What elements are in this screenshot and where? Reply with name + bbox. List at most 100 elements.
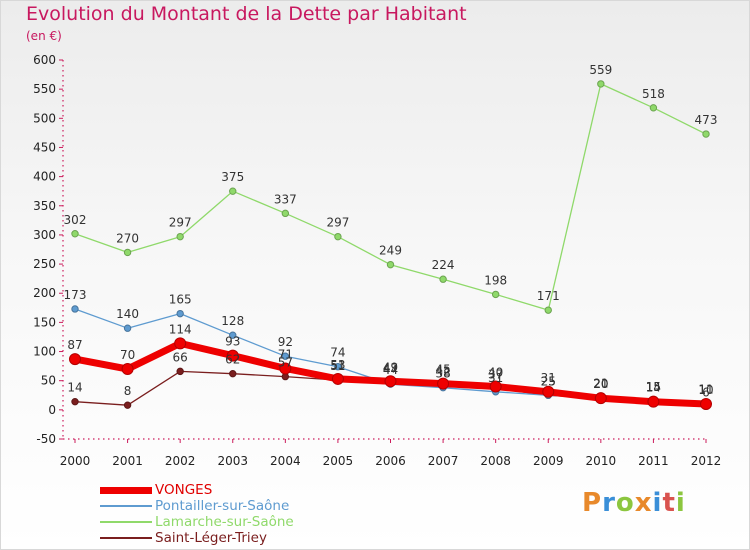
- data-label-pontailler-sur-saone: 31: [488, 371, 503, 385]
- data-label-pontailler-sur-saone: 21: [593, 377, 608, 391]
- data-label-saint-leger-triey: 25: [541, 374, 556, 388]
- data-point-vonges: [647, 395, 660, 408]
- data-label-pontailler-sur-saone: 74: [330, 346, 345, 360]
- data-label-saint-leger-triey: 42: [435, 364, 450, 378]
- chart-title: Evolution du Montant de la Dette par Hab…: [26, 3, 467, 25]
- data-point-lamarche-sur-saone: [123, 248, 132, 257]
- y-tick-label: 600: [33, 53, 56, 67]
- data-label-pontailler-sur-saone: 44: [383, 363, 398, 377]
- data-label-saint-leger-triey: 11: [698, 382, 713, 396]
- data-label-lamarche-sur-saone: 473: [695, 113, 718, 127]
- legend-swatch: [100, 537, 152, 539]
- data-point-vonges: [226, 349, 239, 362]
- data-point-vonges: [489, 380, 502, 393]
- data-label-lamarche-sur-saone: 224: [432, 258, 455, 272]
- data-label-vonges: 93: [225, 335, 240, 349]
- data-label-vonges: 14: [646, 381, 661, 395]
- x-tick-label: 2012: [691, 454, 722, 468]
- logo-letter: i: [652, 488, 663, 518]
- x-tick-label: 2005: [323, 454, 354, 468]
- legend-label: Lamarche-sur-Saône: [155, 514, 294, 530]
- data-point-pontailler-sur-saone: [71, 305, 79, 313]
- data-label-saint-leger-triey: 20: [593, 377, 608, 391]
- y-tick-label: 0: [48, 403, 56, 417]
- data-point-vonges: [279, 362, 292, 375]
- legend-swatch: [100, 521, 152, 523]
- data-point-lamarche-sur-saone: [334, 232, 342, 241]
- x-tick-label: 2000: [60, 454, 91, 468]
- data-point-lamarche-sur-saone: [597, 80, 605, 88]
- legend-swatch: [100, 487, 152, 494]
- x-tick-label: 2008: [480, 454, 511, 468]
- data-label-lamarche-sur-saone: 559: [589, 63, 612, 77]
- y-tick-label: 200: [33, 286, 56, 300]
- data-point-lamarche-sur-saone: [386, 260, 395, 269]
- x-tick-label: 2010: [586, 454, 617, 468]
- data-label-lamarche-sur-saone: 297: [326, 216, 349, 230]
- y-tick-label: 450: [33, 140, 56, 154]
- data-label-pontailler-sur-saone: 173: [64, 288, 87, 302]
- x-tick-label: 2003: [217, 454, 248, 468]
- data-point-pontailler-sur-saone: [123, 324, 132, 332]
- data-label-saint-leger-triey: 8: [124, 384, 132, 398]
- data-label-saint-leger-triey: 57: [278, 356, 293, 370]
- logo-letter: r: [602, 488, 616, 518]
- data-point-pontailler-sur-saone: [334, 362, 342, 371]
- legend-label: Saint-Léger-Triey: [155, 530, 267, 546]
- data-label-lamarche-sur-saone: 337: [274, 192, 297, 206]
- y-tick-label: 150: [33, 315, 56, 329]
- data-label-lamarche-sur-saone: 297: [169, 216, 192, 230]
- logo-letter: t: [662, 488, 676, 518]
- data-point-lamarche-sur-saone: [71, 230, 79, 238]
- data-label-pontailler-sur-saone: 25: [541, 374, 556, 388]
- data-label-vonges: 10: [698, 383, 713, 397]
- proxiti-logo: Proxiti: [582, 488, 686, 518]
- y-tick-label: 550: [33, 82, 56, 96]
- data-label-pontailler-sur-saone: 128: [221, 314, 244, 328]
- x-tick-label: 2002: [165, 454, 196, 468]
- data-label-lamarche-sur-saone: 249: [379, 244, 402, 258]
- data-point-lamarche-sur-saone: [649, 104, 658, 112]
- data-point-lamarche-sur-saone: [439, 275, 447, 283]
- data-point-lamarche-sur-saone: [229, 187, 237, 195]
- logo-letter: x: [634, 488, 653, 518]
- data-label-vonges: 49: [383, 360, 398, 374]
- data-label-vonges: 40: [488, 366, 503, 380]
- data-label-saint-leger-triey: 14: [67, 381, 82, 395]
- data-point-pontailler-sur-saone: [176, 309, 184, 318]
- logo-letter: P: [582, 488, 603, 518]
- legend-label: VONGES: [155, 482, 213, 498]
- data-label-saint-leger-triey: 62: [225, 353, 240, 367]
- data-label-vonges: 114: [169, 322, 192, 336]
- data-label-saint-leger-triey: 51: [330, 359, 345, 373]
- data-point-lamarche-sur-saone: [544, 306, 552, 314]
- data-label-saint-leger-triey: 15: [646, 380, 661, 394]
- data-point-lamarche-sur-saone: [176, 232, 184, 241]
- logo-letter: o: [615, 488, 635, 518]
- data-labels: 14 8 66 62 57 51 47 42 37 25 20 15 11 302 270 297 375 337…: [64, 63, 718, 399]
- data-point-vonges: [69, 353, 81, 366]
- data-label-lamarche-sur-saone: 302: [64, 213, 87, 227]
- data-label-pontailler-sur-saone: 38: [435, 367, 450, 381]
- data-point-lamarche-sur-saone: [702, 130, 710, 138]
- data-point-saint-leger-triey: [71, 397, 79, 406]
- data-point-vonges: [331, 372, 344, 385]
- y-tick-label: -50: [36, 432, 56, 446]
- x-tick-label: 2007: [428, 454, 459, 468]
- data-point-pontailler-sur-saone: [281, 352, 290, 360]
- data-label-vonges: 87: [67, 338, 82, 352]
- data-label-vonges: 20: [593, 377, 608, 391]
- data-label-lamarche-sur-saone: 375: [221, 170, 244, 184]
- data-label-pontailler-sur-saone: 6: [702, 385, 710, 399]
- data-label-saint-leger-triey: 47: [383, 361, 398, 375]
- y-tick-label: 500: [33, 111, 56, 125]
- data-label-pontailler-sur-saone: 15: [646, 380, 661, 394]
- data-label-lamarche-sur-saone: 198: [484, 273, 507, 287]
- x-tick-label: 2001: [112, 454, 143, 468]
- x-tick-label: 2009: [533, 454, 564, 468]
- data-point-saint-leger-triey: [123, 401, 132, 409]
- data-point-vonges: [437, 377, 450, 390]
- data-point-pontailler-sur-saone: [229, 331, 237, 339]
- y-tick-label: 50: [41, 374, 56, 388]
